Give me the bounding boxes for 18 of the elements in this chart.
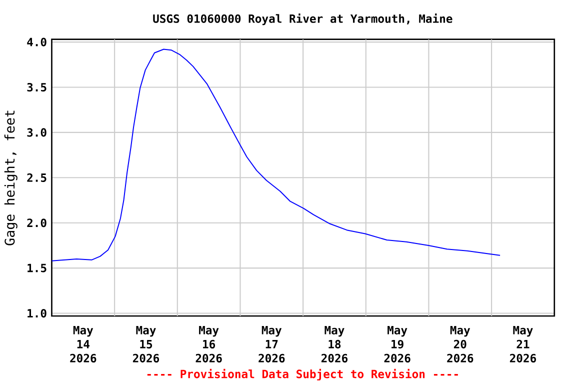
y-tick-label: 1.5 <box>28 264 46 272</box>
x-tick-label: May 16 2026 <box>196 326 222 362</box>
chart-title: USGS 01060000 Royal River at Yarmouth, Maine <box>153 14 452 26</box>
x-tick-label: May 18 2026 <box>321 326 348 362</box>
y-axis-title: Gage height, feet <box>4 110 18 246</box>
y-tick-label: 1.0 <box>28 308 46 318</box>
x-tick-label: May 20 2026 <box>447 326 474 362</box>
y-tick-label: 3.5 <box>27 82 46 92</box>
x-tick-label: May 17 2026 <box>258 326 285 362</box>
x-tick-label: May 19 2026 <box>384 326 410 362</box>
x-tick-label: May 14 2026 <box>70 326 96 362</box>
y-tick-label: 3.0 <box>27 128 46 137</box>
text: ---- Provisional Data Subject to Revision ---- <box>147 368 458 380</box>
x-tick-label: May 21 2026 <box>510 326 536 362</box>
y-tick-label: 2.0 <box>27 218 46 228</box>
x-tick-label: May 15 2026 <box>132 326 160 362</box>
y-tick-label: 2.5 <box>27 173 46 182</box>
y-tick-label: 4.0 <box>27 38 46 46</box>
